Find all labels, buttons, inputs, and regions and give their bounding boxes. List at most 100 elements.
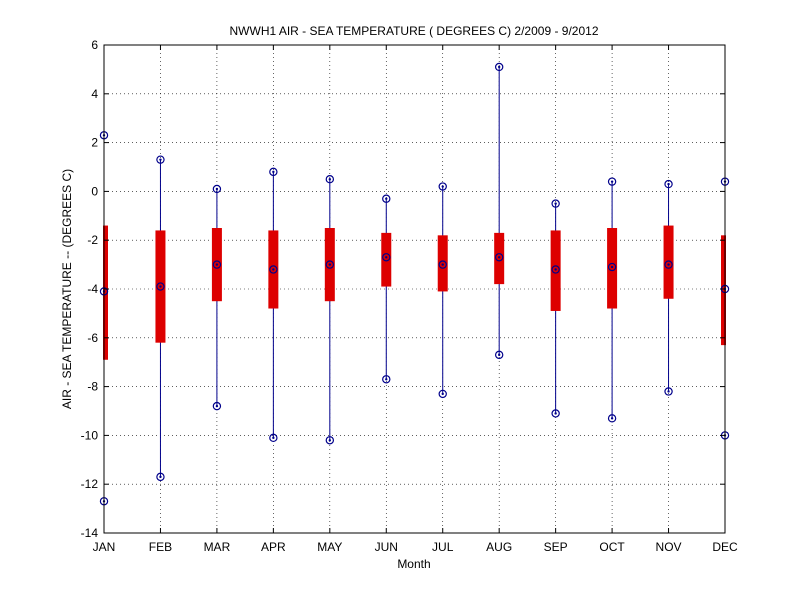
median-marker [494, 253, 504, 262]
y-tick-label: -4 [87, 282, 98, 296]
min-marker-dot [441, 392, 444, 396]
median-marker-dot [159, 285, 162, 288]
y-axis-label: AIR - SEA TEMPERATURE -- (DEGREES C) [60, 169, 74, 409]
median-marker-dot [441, 263, 444, 266]
x-tick-label-apr: APR [261, 540, 286, 554]
min-marker [382, 375, 391, 384]
max-marker-dot [610, 180, 614, 183]
median-marker-dot [328, 263, 332, 266]
min-marker-dot [272, 436, 275, 440]
box-aug [494, 62, 505, 360]
max-marker [438, 182, 447, 191]
y-tick-label: 4 [91, 87, 98, 101]
max-marker [269, 167, 278, 177]
min-marker-dot [554, 412, 557, 415]
max-marker [212, 184, 222, 194]
x-tick-label-dec: DEC [712, 540, 738, 554]
x-tick-label-may: MAY [317, 540, 342, 554]
iqr-box [721, 235, 726, 346]
min-marker [156, 472, 165, 482]
iqr-box [437, 235, 448, 292]
median-marker [156, 282, 165, 291]
y-tick-label: -2 [87, 233, 98, 247]
box-jun [381, 194, 392, 384]
max-marker-dot [159, 158, 162, 161]
box-jul [437, 182, 448, 399]
median-marker-dot [385, 256, 388, 259]
max-marker-dot [272, 170, 275, 174]
iqr-box [607, 228, 618, 309]
max-marker [494, 62, 504, 72]
median-marker [607, 262, 617, 272]
min-marker-dot [328, 439, 332, 442]
min-marker [664, 387, 673, 396]
box-feb [155, 155, 166, 482]
max-marker [325, 174, 335, 184]
box-may [324, 174, 335, 445]
x-tick-label-aug: AUG [486, 540, 512, 554]
max-marker [607, 177, 617, 186]
median-marker [269, 265, 278, 274]
max-marker-dot [554, 202, 557, 205]
min-marker-dot [385, 378, 388, 381]
max-marker [382, 194, 391, 203]
iqr-box [103, 225, 108, 360]
x-tick-label-nov: NOV [656, 540, 682, 554]
x-axis-label: Month [397, 557, 430, 571]
y-tick-label: -8 [87, 380, 98, 394]
iqr-box [550, 230, 561, 311]
min-marker [494, 350, 504, 360]
max-marker [664, 179, 673, 189]
min-marker-dot [159, 475, 162, 479]
x-tick-label-jul: JUL [432, 540, 454, 554]
iqr-box [381, 232, 392, 287]
box-apr [268, 167, 279, 443]
y-tick-label: 6 [91, 38, 98, 52]
median-marker-dot [215, 263, 219, 266]
max-marker [156, 155, 165, 164]
median-marker [382, 253, 391, 262]
min-marker [551, 409, 560, 418]
x-tick-label-sep: SEP [544, 540, 568, 554]
box-oct [607, 177, 618, 423]
y-tick-label: 0 [91, 184, 98, 198]
x-tick-label-oct: OCT [599, 540, 625, 554]
min-marker [269, 433, 278, 443]
x-tick-label-mar: MAR [204, 540, 231, 554]
median-marker [551, 265, 560, 274]
y-tick-label: -12 [81, 477, 99, 491]
median-marker [664, 260, 673, 269]
max-marker-dot [385, 197, 388, 200]
min-marker-dot [610, 417, 614, 420]
min-marker-dot [497, 353, 501, 357]
median-marker-dot [667, 263, 670, 266]
min-marker [438, 389, 447, 399]
min-marker [325, 436, 335, 445]
median-marker-dot [497, 256, 501, 259]
y-tick-label: -10 [81, 428, 99, 442]
min-marker [212, 401, 222, 411]
max-marker [551, 199, 560, 208]
box-sep [550, 199, 561, 418]
y-tick-label: 2 [91, 136, 98, 150]
x-tick-label-feb: FEB [149, 540, 172, 554]
max-marker-dot [441, 185, 444, 188]
x-tick-label-jan: JAN [93, 540, 116, 554]
min-marker-dot [667, 390, 670, 393]
median-marker [325, 260, 335, 269]
max-marker-dot [215, 187, 219, 191]
iqr-box [494, 232, 505, 285]
x-tick-label-jun: JUN [375, 540, 398, 554]
max-marker-dot [328, 178, 332, 181]
median-marker-dot [554, 268, 557, 271]
box-mar [211, 184, 222, 411]
axes: -14 -12 -10 -8 -6 -4 -2 0 2 4 6 JAN FEB MAR APR MAY JUN J… [81, 38, 738, 554]
data-marks [99, 62, 730, 506]
max-marker-dot [497, 65, 501, 69]
median-marker [212, 260, 222, 269]
median-marker-dot [610, 265, 614, 269]
box-nov [663, 179, 674, 396]
y-tick-label: -6 [87, 331, 98, 345]
